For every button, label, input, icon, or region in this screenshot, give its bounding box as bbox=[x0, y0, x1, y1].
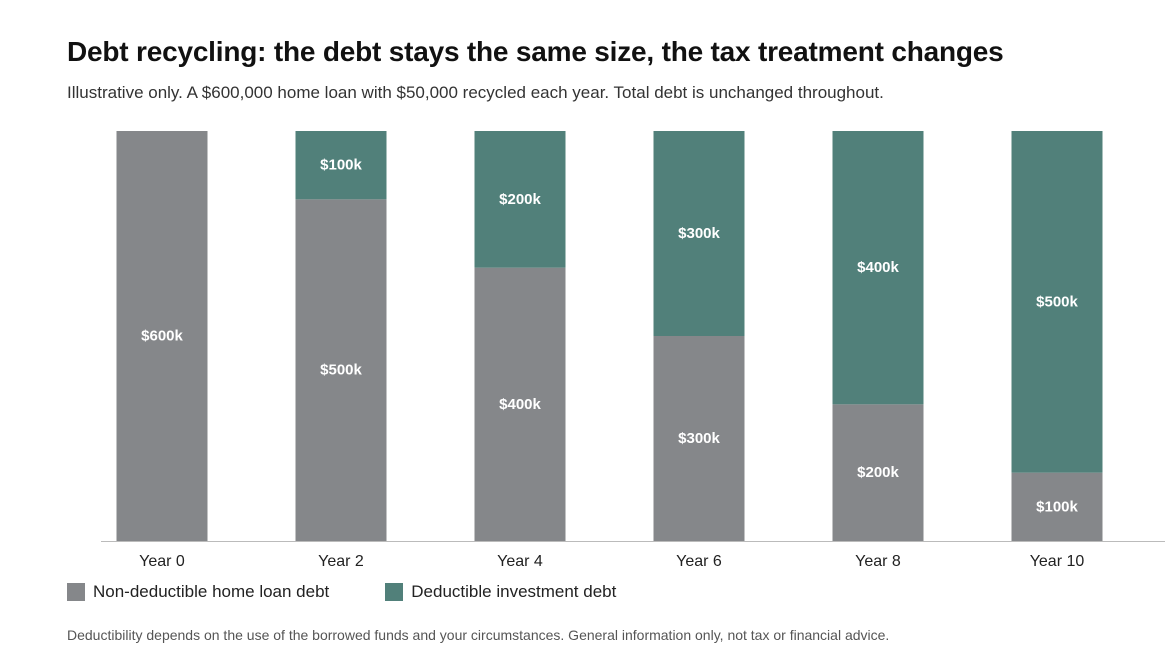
x-tick-label-year-4: Year 4 bbox=[497, 553, 543, 570]
x-tick-label-year-2: Year 2 bbox=[318, 553, 364, 570]
data-label-deductible-year-8: $400k bbox=[857, 259, 899, 276]
legend: Non-deductible home loan debt Deductible… bbox=[67, 582, 672, 602]
x-tick-label-year-8: Year 8 bbox=[855, 553, 901, 570]
chart-title: Debt recycling: the debt stays the same … bbox=[67, 36, 1004, 67]
x-tick-label-year-0: Year 0 bbox=[139, 553, 185, 570]
data-label-non-deductible-year-10: $100k bbox=[1036, 498, 1078, 515]
legend-swatch-non-deductible bbox=[67, 583, 85, 601]
data-label-non-deductible-year-6: $300k bbox=[678, 430, 720, 447]
x-tick-label-year-10: Year 10 bbox=[1030, 553, 1085, 570]
bar-segment-deductible-year-8 bbox=[832, 131, 924, 405]
data-label-non-deductible-year-2: $500k bbox=[320, 362, 362, 379]
legend-swatch-deductible bbox=[385, 583, 404, 601]
data-label-deductible-year-10: $500k bbox=[1036, 293, 1078, 310]
bars-group bbox=[116, 131, 1103, 542]
data-label-non-deductible-year-8: $200k bbox=[857, 464, 899, 481]
x-tick-label-year-6: Year 6 bbox=[676, 553, 722, 570]
bar-segment-deductible-year-4 bbox=[474, 131, 566, 268]
legend-item-non-deductible: Non-deductible home loan debt bbox=[67, 582, 329, 602]
bar-segment-deductible-year-6 bbox=[653, 131, 745, 336]
data-label-deductible-year-6: $300k bbox=[678, 225, 720, 242]
bar-segment-non-deductible-year-6 bbox=[653, 336, 745, 541]
legend-label-non-deductible: Non-deductible home loan debt bbox=[93, 582, 330, 601]
footnote: Deductibility depends on the use of the … bbox=[67, 627, 890, 643]
data-label-deductible-year-2: $100k bbox=[320, 157, 362, 174]
x-tick-labels-group: Year 0 Year 2 Year 4 Year 6 Year 8 Year 10 bbox=[139, 553, 1084, 570]
chart-subtitle: Illustrative only. A $600,000 home loan … bbox=[67, 83, 884, 102]
legend-label-deductible: Deductible investment debt bbox=[411, 582, 617, 601]
bar-segment-non-deductible-year-10 bbox=[1011, 472, 1103, 541]
data-label-non-deductible-year-4: $400k bbox=[499, 396, 541, 413]
data-label-non-deductible-year-0: $600k bbox=[141, 328, 183, 345]
data-label-deductible-year-4: $200k bbox=[499, 191, 541, 208]
stacked-bar-chart: $600k $500k $100k $400k $200k $300k $300k $200k… bbox=[101, 131, 1165, 570]
legend-item-deductible: Deductible investment debt bbox=[385, 582, 616, 602]
data-labels-group: $600k $500k $100k $400k $200k $300k $300k $200k… bbox=[141, 157, 1078, 516]
bar-segment-deductible-year-10 bbox=[1011, 131, 1103, 473]
bar-segment-non-deductible-year-8 bbox=[832, 404, 924, 541]
bar-segment-non-deductible-year-4 bbox=[474, 267, 566, 541]
bar-segment-non-deductible-year-0 bbox=[116, 131, 208, 541]
bar-segment-deductible-year-2 bbox=[295, 131, 387, 200]
bar-segment-non-deductible-year-2 bbox=[295, 199, 387, 542]
